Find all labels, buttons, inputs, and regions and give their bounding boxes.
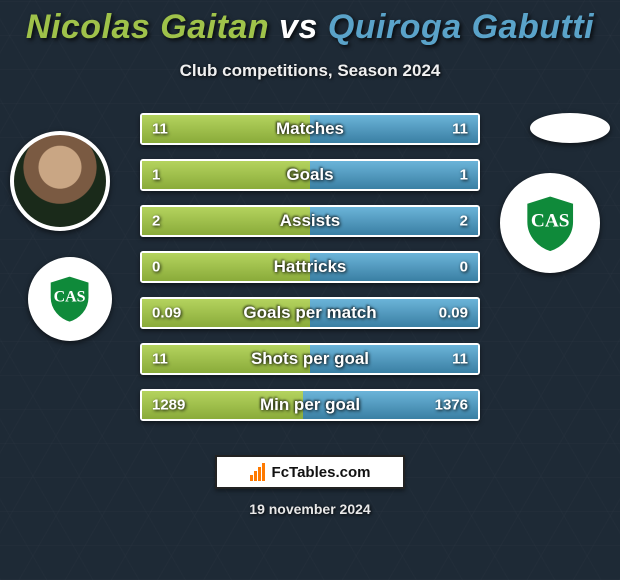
stat-bar: 11 11 Shots per goal <box>140 343 480 375</box>
player2-value: 1 <box>460 167 468 184</box>
player1-value: 1289 <box>152 397 185 414</box>
player1-value: 0.09 <box>152 305 181 322</box>
player2-name: Quiroga Gabutti <box>328 8 594 46</box>
player1-value: 11 <box>152 121 168 138</box>
stats-area: CAS CAS 1111Matches11Goals22Assists00Hat… <box>0 113 620 433</box>
player1-value: 11 <box>152 351 168 368</box>
bars-icon <box>250 463 268 481</box>
stat-bar: 11 11 Matches <box>140 113 480 145</box>
player1-name: Nicolas Gaitan <box>26 8 269 46</box>
player2-value: 11 <box>452 121 468 138</box>
shield-icon: CAS <box>43 272 96 325</box>
player1-value: 0 <box>152 259 160 276</box>
stat-label: Shots per goal <box>251 349 369 369</box>
snapshot-date: 19 november 2024 <box>0 501 620 517</box>
club-initials: CAS <box>531 210 570 231</box>
stat-bars: 1111Matches11Goals22Assists00Hattricks0.… <box>140 113 480 421</box>
stat-bar: 0 0 Hattricks <box>140 251 480 283</box>
brand-footer[interactable]: FcTables.com <box>215 455 405 489</box>
stat-label: Min per goal <box>260 395 360 415</box>
player1-value: 2 <box>152 213 160 230</box>
player2-value: 0 <box>460 259 468 276</box>
brand-text: FcTables.com <box>272 464 371 481</box>
stat-label: Matches <box>276 119 344 139</box>
player1-value: 1 <box>152 167 160 184</box>
stat-label: Goals <box>286 165 333 185</box>
player2-value: 2 <box>460 213 468 230</box>
player1-club-badge: CAS <box>28 257 112 341</box>
player2-avatar <box>530 113 610 143</box>
stat-label: Goals per match <box>243 303 376 323</box>
club-initials: CAS <box>54 289 86 306</box>
content-root: Nicolas Gaitan vs Quiroga Gabutti Club c… <box>0 0 620 580</box>
player2-fill <box>310 161 478 189</box>
player1-avatar <box>10 131 110 231</box>
stat-label: Hattricks <box>274 257 347 277</box>
comparison-title: Nicolas Gaitan vs Quiroga Gabutti <box>0 0 620 47</box>
player2-value: 0.09 <box>439 305 468 322</box>
stat-label: Assists <box>280 211 340 231</box>
season-subtitle: Club competitions, Season 2024 <box>0 61 620 81</box>
player2-value: 1376 <box>435 397 468 414</box>
stat-bar: 1289 1376 Min per goal <box>140 389 480 421</box>
player2-value: 11 <box>452 351 468 368</box>
stat-bar: 1 1 Goals <box>140 159 480 191</box>
stat-bar: 0.09 0.09 Goals per match <box>140 297 480 329</box>
stat-bar: 2 2 Assists <box>140 205 480 237</box>
shield-icon: CAS <box>518 191 582 255</box>
player2-club-badge: CAS <box>500 173 600 273</box>
vs-separator: vs <box>279 8 318 46</box>
player1-fill <box>142 161 310 189</box>
